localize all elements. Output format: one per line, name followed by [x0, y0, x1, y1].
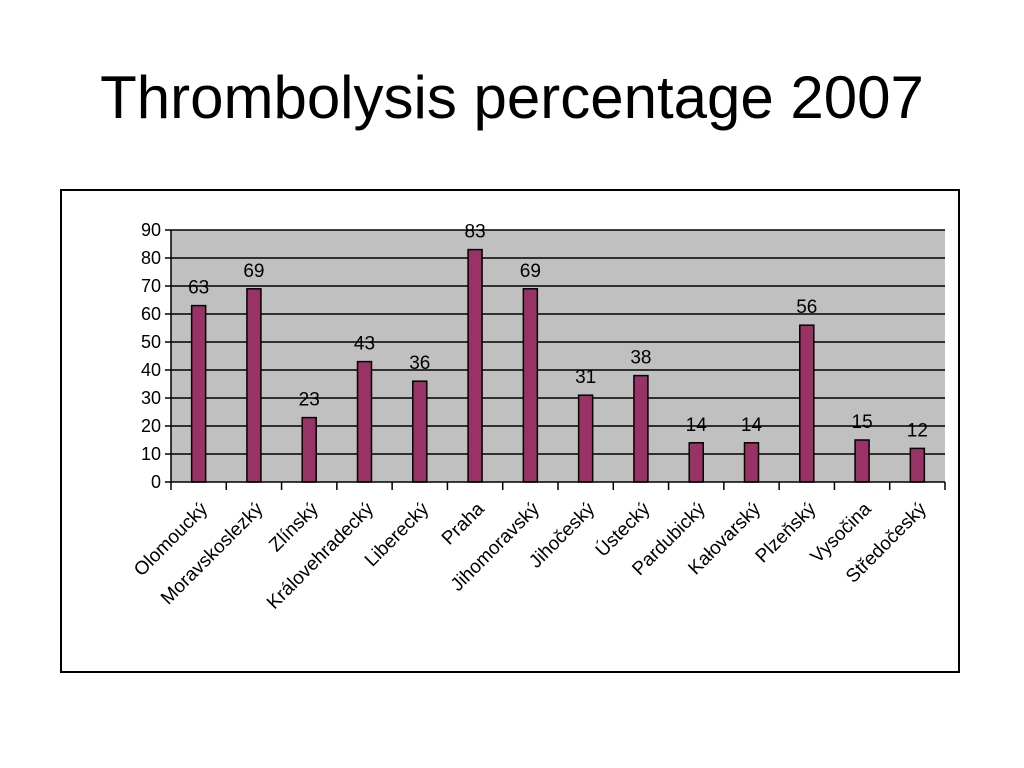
- y-tick-label: 80: [141, 248, 161, 268]
- data-label: 38: [630, 348, 651, 369]
- data-label: 36: [409, 353, 430, 374]
- bar: [854, 439, 870, 483]
- data-label: 14: [741, 415, 763, 436]
- bar: [246, 288, 262, 483]
- bar: [743, 442, 760, 483]
- bar: [688, 442, 704, 483]
- bar: [909, 447, 926, 483]
- y-tick-label: 10: [141, 444, 161, 464]
- category-label: Praha: [438, 498, 489, 549]
- y-tick-label: 60: [141, 304, 161, 324]
- data-label: 56: [796, 297, 817, 318]
- bar: [633, 374, 649, 483]
- bar: [522, 288, 539, 483]
- bar: [467, 248, 483, 483]
- bar: [301, 416, 317, 483]
- data-label: 69: [520, 261, 541, 282]
- data-label: 12: [907, 420, 928, 441]
- y-tick-label: 20: [141, 416, 161, 436]
- data-label: 63: [188, 278, 209, 299]
- y-tick-label: 30: [141, 388, 161, 408]
- slide-title: Thrombolysis percentage 2007: [100, 64, 924, 131]
- data-label: 43: [354, 334, 375, 355]
- bar: [799, 324, 815, 483]
- y-tick-label: 70: [141, 276, 161, 296]
- data-label: 31: [575, 367, 596, 388]
- data-label: 15: [852, 412, 873, 433]
- y-tick-label: 40: [141, 360, 161, 380]
- data-label: 23: [299, 390, 320, 411]
- data-label: 69: [243, 261, 264, 282]
- y-tick-label: 50: [141, 332, 161, 352]
- bar: [412, 380, 428, 483]
- bar: [190, 304, 207, 483]
- data-label: 14: [686, 415, 708, 436]
- bar: [356, 360, 373, 483]
- data-label: 83: [465, 222, 486, 243]
- category-label: Moravskoslezký: [157, 498, 268, 609]
- plot-area-background: [171, 230, 945, 482]
- y-tick-label: 0: [151, 472, 161, 492]
- bar: [577, 394, 594, 483]
- y-tick-label: 90: [141, 220, 161, 240]
